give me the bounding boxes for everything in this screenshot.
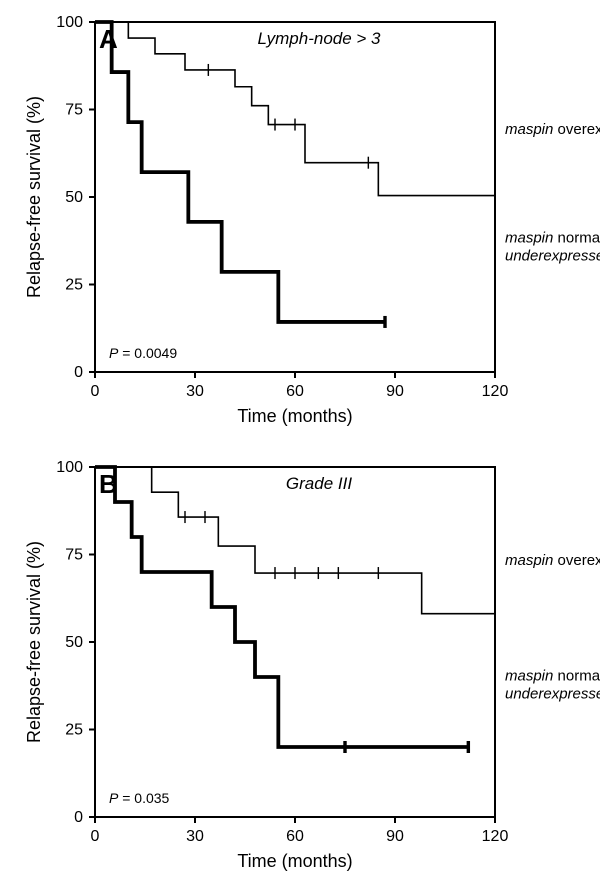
p-value-text: P = 0.0049: [109, 345, 177, 361]
x-tick-label: 60: [286, 828, 304, 845]
curve-label-normal_under: maspin normal and: [505, 230, 600, 247]
x-tick-label: 60: [286, 383, 304, 400]
plot-border: [95, 22, 495, 372]
curve-label-overexpressed: maspin overexpressed: [505, 552, 600, 569]
x-tick-label: 30: [186, 383, 204, 400]
x-tick-label: 0: [91, 383, 100, 400]
y-tick-label: 100: [56, 459, 83, 476]
curve-label-normal_under: underexpressed: [505, 248, 600, 265]
y-tick-label: 50: [65, 634, 83, 651]
y-tick-label: 50: [65, 189, 83, 206]
x-tick-label: 0: [91, 828, 100, 845]
y-tick-label: 0: [74, 364, 83, 381]
plot-border: [95, 467, 495, 817]
x-tick-label: 120: [482, 383, 509, 400]
chart-b-svg: 0 30 60 90 120 0 25 50 75 100 Time (months) Relapse…: [0, 445, 600, 891]
panel-a: 0 30 60 90 120 0 25 50 75 100 Time (months) Relapse…: [0, 0, 600, 445]
x-tick-label: 90: [386, 828, 404, 845]
y-axis-label: Relapse-free survival (%): [24, 96, 44, 298]
y-axis-label: Relapse-free survival (%): [24, 541, 44, 743]
y-tick-label: 0: [74, 809, 83, 826]
km-curve-normal_under: [95, 22, 495, 196]
y-tick-label: 75: [65, 547, 83, 564]
curve-label-normal_under: underexpressed: [505, 686, 600, 703]
y-tick-label: 25: [65, 277, 83, 294]
x-tick-label: 30: [186, 828, 204, 845]
x-axis-label: Time (months): [237, 406, 352, 426]
km-curve-overexpressed: [95, 22, 385, 322]
y-tick-label: 75: [65, 102, 83, 119]
x-tick-label: 120: [482, 828, 509, 845]
p-value-text: P = 0.035: [109, 790, 170, 806]
curve-label-normal_under: maspin normal and: [505, 668, 600, 685]
curve-label-overexpressed: maspin overexpressed: [505, 121, 600, 138]
panel-b: 0 30 60 90 120 0 25 50 75 100 Time (months) Relapse…: [0, 445, 600, 891]
chart-a-svg: 0 30 60 90 120 0 25 50 75 100 Time (months) Relapse…: [0, 0, 600, 445]
x-axis-label: Time (months): [237, 851, 352, 871]
x-tick-label: 90: [386, 383, 404, 400]
y-tick-label: 100: [56, 14, 83, 31]
figure-container: 0 30 60 90 120 0 25 50 75 100 Time (months) Relapse…: [0, 0, 600, 891]
chart-title: Grade III: [286, 474, 352, 493]
panel-label: A: [99, 24, 118, 54]
y-tick-label: 25: [65, 722, 83, 739]
chart-title: Lymph-node > 3: [257, 29, 381, 48]
km-curve-overexpressed: [95, 467, 468, 747]
